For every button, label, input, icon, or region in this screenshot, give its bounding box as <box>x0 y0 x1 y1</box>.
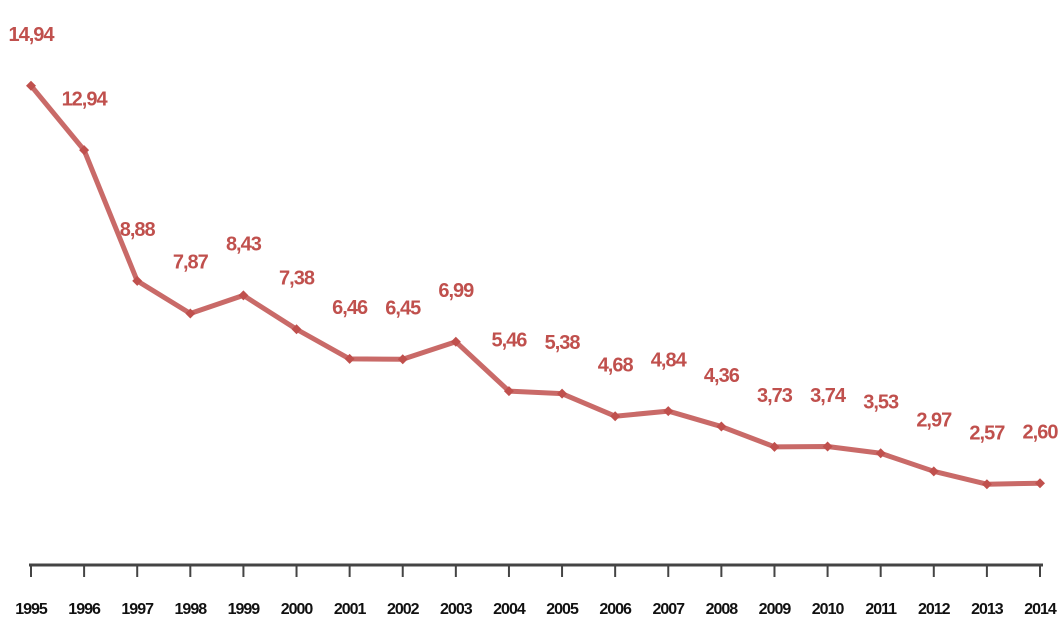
data-point <box>79 145 90 156</box>
x-tick-label: 2011 <box>865 601 897 618</box>
value-label: 4,68 <box>598 355 634 377</box>
value-label: 2,97 <box>916 410 952 432</box>
x-tick-label: 2001 <box>334 601 367 618</box>
data-point <box>875 448 886 459</box>
data-point <box>450 336 461 347</box>
x-tick-label: 1995 <box>15 601 48 618</box>
data-point <box>557 388 568 399</box>
value-label: 6,45 <box>385 297 421 319</box>
value-label: 2,60 <box>1023 422 1059 444</box>
x-tick-label: 2013 <box>971 601 1004 618</box>
data-line <box>29 84 1041 487</box>
data-point <box>610 411 621 422</box>
value-label: 12,94 <box>62 88 109 110</box>
value-label: 3,73 <box>757 385 793 407</box>
x-tick-label: 1996 <box>68 601 101 618</box>
value-label: 6,99 <box>438 280 474 302</box>
data-point <box>663 406 674 417</box>
x-tick-label: 1998 <box>175 601 208 618</box>
data-point <box>185 308 196 319</box>
x-tick-label: 2007 <box>652 601 685 618</box>
data-point <box>981 479 992 490</box>
x-tick-label: 2002 <box>387 601 420 618</box>
x-tick-label: 2010 <box>812 601 845 618</box>
x-tick-label: 2012 <box>918 601 951 618</box>
value-label: 5,46 <box>491 329 527 351</box>
value-label: 7,87 <box>173 252 209 274</box>
data-point <box>1035 478 1045 489</box>
data-point <box>716 421 727 432</box>
x-tick-label: 2003 <box>440 601 473 618</box>
x-tick-label: 2008 <box>706 601 739 618</box>
value-label: 4,36 <box>704 365 740 387</box>
value-label: 7,38 <box>279 268 315 290</box>
value-label: 3,74 <box>810 385 847 407</box>
value-label: 8,43 <box>226 234 262 256</box>
data-point <box>397 354 408 365</box>
data-point <box>132 275 143 286</box>
x-tick-label: 1997 <box>121 601 154 618</box>
data-point <box>928 466 939 477</box>
value-label: 8,88 <box>120 219 156 241</box>
data-point <box>291 324 302 335</box>
x-tick-label: 1999 <box>228 601 261 618</box>
data-point <box>503 386 514 397</box>
data-point <box>26 80 36 91</box>
value-label: 14,94 <box>8 24 55 46</box>
x-tick-label: 2004 <box>493 601 526 618</box>
value-label: 2,57 <box>969 422 1005 444</box>
x-tick-label: 2009 <box>759 601 792 618</box>
data-point <box>769 441 780 452</box>
x-tick-label: 2006 <box>599 601 632 618</box>
value-label: 5,38 <box>545 332 581 354</box>
value-label: 4,84 <box>651 349 688 371</box>
x-tick-label: 2000 <box>281 601 314 618</box>
data-point <box>822 441 833 452</box>
data-point <box>238 290 249 301</box>
x-tick-label: 2005 <box>546 601 579 618</box>
value-label: 6,46 <box>332 297 368 319</box>
value-label: 3,53 <box>863 392 899 414</box>
x-tick-label: 2014 <box>1024 601 1057 618</box>
data-point <box>344 353 355 364</box>
